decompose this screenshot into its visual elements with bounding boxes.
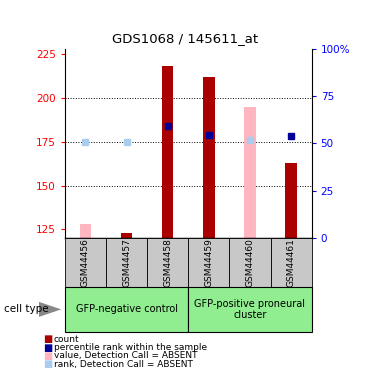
Bar [106,238,147,287]
Text: GSM44456: GSM44456 [81,238,90,287]
Text: GDS1068 / 145611_at: GDS1068 / 145611_at [112,32,259,45]
Bar [270,238,312,287]
Bar [162,66,174,238]
Text: ■: ■ [43,351,52,361]
Text: GSM44461: GSM44461 [286,238,296,287]
Text: percentile rank within the sample: percentile rank within the sample [54,343,207,352]
Polygon shape [39,302,61,317]
Bar [285,163,297,238]
Bar [147,238,188,287]
Text: GSM44457: GSM44457 [122,238,131,287]
Text: ■: ■ [43,343,52,352]
Bar [188,238,229,287]
Bar [244,106,256,238]
Bar [65,287,188,332]
Text: GSM44459: GSM44459 [204,238,213,287]
Bar [229,238,270,287]
Text: GFP-positive proneural
cluster: GFP-positive proneural cluster [194,298,305,320]
Text: count: count [54,335,79,344]
Text: GSM44460: GSM44460 [246,238,255,287]
Text: ■: ■ [43,359,52,369]
Text: cell type: cell type [4,304,48,314]
Text: GSM44458: GSM44458 [163,238,172,287]
Text: ■: ■ [43,334,52,344]
Bar [188,287,312,332]
Bar [65,238,106,287]
Bar [80,224,91,238]
Bar [121,233,132,238]
Text: GFP-negative control: GFP-negative control [76,304,178,314]
Bar [203,77,214,238]
Text: value, Detection Call = ABSENT: value, Detection Call = ABSENT [54,351,197,360]
Text: rank, Detection Call = ABSENT: rank, Detection Call = ABSENT [54,360,193,369]
